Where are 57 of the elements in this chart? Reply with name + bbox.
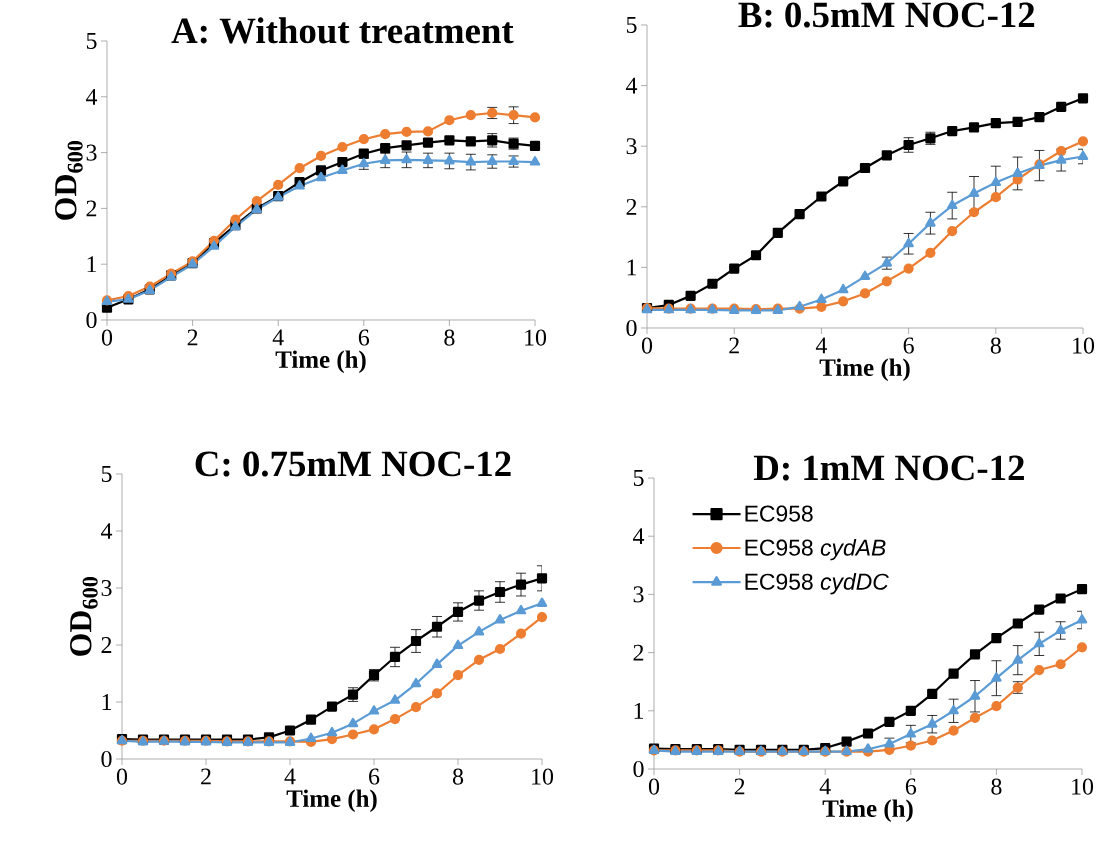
y-tick-label: 4 [100,523,113,539]
y-tick-label: 4 [85,88,98,105]
x-tick-label: 10 [525,329,547,346]
y-tick-label: 0 [101,750,112,768]
x-tick-label: 2 [187,329,198,346]
chart-title: C: 0.75mM NOC-12 [195,451,511,477]
y-tick-label: 1 [87,256,97,273]
chart-title: B: 0.5mM NOC-12 [738,2,1035,28]
y-tick-label: 4 [626,77,638,94]
y-tick-label: 5 [626,17,637,33]
x-tick-label: 0 [648,778,660,795]
x-axis-title: Time (h) [286,789,377,813]
y-axis-title: OD$_{600}$ [55,140,83,220]
y-tick-label: 3 [101,579,112,597]
x-tick-label: 0 [116,768,128,785]
y-tick-label: 3 [626,138,637,155]
x-tick-label: 6 [358,329,370,346]
y-tick-label: 1 [627,259,637,276]
x-tick-label: 6 [903,337,914,354]
x-tick-label: 8 [990,337,1001,354]
chart-title: A: Without treatment [171,17,514,44]
x-tick-label: 8 [991,778,1002,795]
y-tick-label: 1 [102,694,112,710]
legend-label: EC958 [745,505,813,522]
x-tick-label: 4 [815,337,828,354]
y-tick-label: 3 [633,586,644,603]
y-tick-label: 5 [86,33,97,49]
y-tick-label: 5 [633,470,644,486]
y-tick-label: 2 [86,200,97,217]
y-tick-label: 2 [633,644,644,661]
y-tick-label: 1 [634,702,644,719]
x-tick-label: 4 [284,768,296,785]
x-tick-label: 6 [369,768,380,785]
x-tick-label: 4 [272,329,284,346]
legend-label: EC958 cydAB [745,538,886,561]
y-tick-label: 3 [86,144,97,161]
y-tick-label: 2 [626,198,637,215]
legend-label: EC958 cydDC [745,573,889,595]
x-tick-label: 8 [452,768,464,785]
x-tick-label: 8 [444,329,455,346]
y-axis-title: OD$_{600}$ [70,576,98,656]
x-axis-title: Time (h) [275,350,366,374]
y-tick-label: 4 [633,528,645,545]
x-tick-label: 10 [532,768,554,785]
x-tick-label: 10 [1072,778,1094,795]
y-tick-label: 0 [86,311,97,329]
x-tick-label: 10 [1073,337,1095,354]
x-tick-label: 2 [734,778,745,795]
x-tick-label: 2 [201,768,211,785]
x-tick-label: 4 [819,778,831,795]
x-tick-label: 6 [905,778,917,795]
y-tick-label: 2 [101,637,112,653]
x-axis-title: Time (h) [822,799,913,823]
chart-title: D: 1mM NOC-12 [753,455,1024,481]
x-axis-title: Time (h) [819,358,910,382]
y-tick-label: 5 [101,466,112,482]
x-tick-label: 2 [729,337,739,354]
